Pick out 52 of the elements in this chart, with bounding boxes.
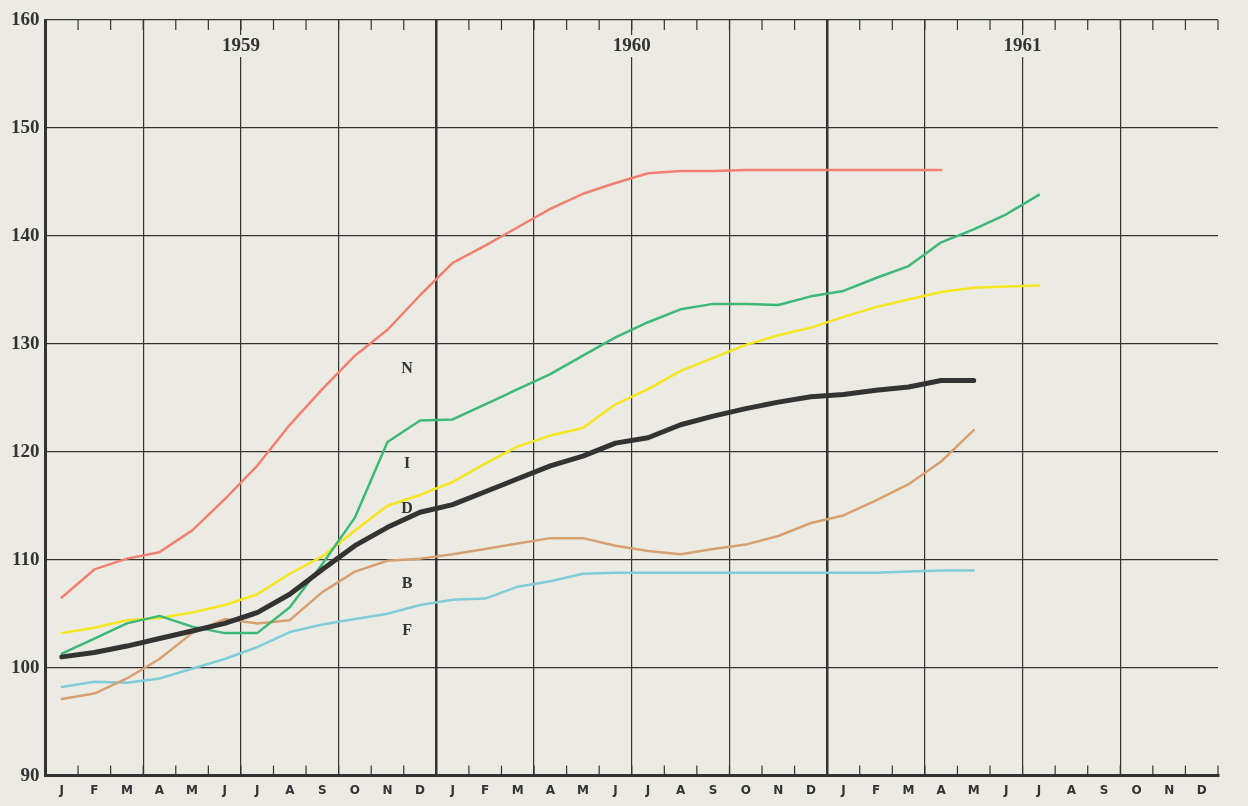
x-tick-label: M [120,782,133,797]
y-tick-label: 160 [11,7,40,29]
x-tick-label: M [511,782,524,797]
x-tick-label: F [90,782,99,797]
y-tick-label: 130 [11,331,40,353]
series-label: I [403,454,411,472]
x-tick-label: A [675,782,686,797]
x-tick-label: M [902,782,915,797]
series-label: B [401,574,413,592]
annotation: 1959 [221,33,260,55]
x-tick-label: A [285,782,296,797]
x-tick-label: A [936,782,947,797]
x-tick-label: F [481,782,490,797]
x-tick-label: J [449,782,455,797]
y-tick-label: 120 [11,439,40,461]
x-tick-label: D [1196,782,1207,797]
x-tick-label: S [1099,782,1109,797]
x-tick-label: M [186,782,199,797]
x-tick-label: D [415,782,426,797]
annotation: 1960 [612,33,651,55]
series-label: D [401,498,413,516]
x-tick-label: J [644,782,651,797]
y-tick-label: 90 [20,763,40,785]
x-tick-label: M [967,782,980,797]
x-tick-label: N [1164,782,1175,797]
x-tick-label: J [253,782,260,797]
x-tick-label: O [349,782,361,797]
x-tick-label: A [545,782,556,797]
y-tick-label: 110 [12,547,40,569]
x-tick-label: F [871,782,881,797]
y-tick-label: 150 [11,115,40,137]
x-tick-label: O [740,782,751,797]
x-tick-label: M [576,782,589,797]
series-label: F [402,620,413,638]
x-tick-label: J [1003,782,1009,797]
x-tick-label: N [773,782,784,797]
x-tick-label: O [1131,782,1142,797]
x-tick-label: A [154,782,165,797]
y-tick-label: 100 [11,655,40,677]
x-tick-label: J [58,782,65,797]
x-tick-label: J [840,782,846,797]
x-tick-label: D [805,782,816,797]
annotation: 1961 [1003,33,1042,55]
y-tick-label: 140 [11,223,40,245]
x-tick-label: S [708,782,718,797]
x-tick-label: J [1035,782,1042,797]
x-tick-label: J [612,782,618,797]
series-label: N [401,359,414,377]
x-tick-label: N [382,782,393,797]
x-tick-label: J [221,782,227,797]
x-tick-label: S [318,782,327,797]
x-tick-label: A [1066,782,1077,797]
